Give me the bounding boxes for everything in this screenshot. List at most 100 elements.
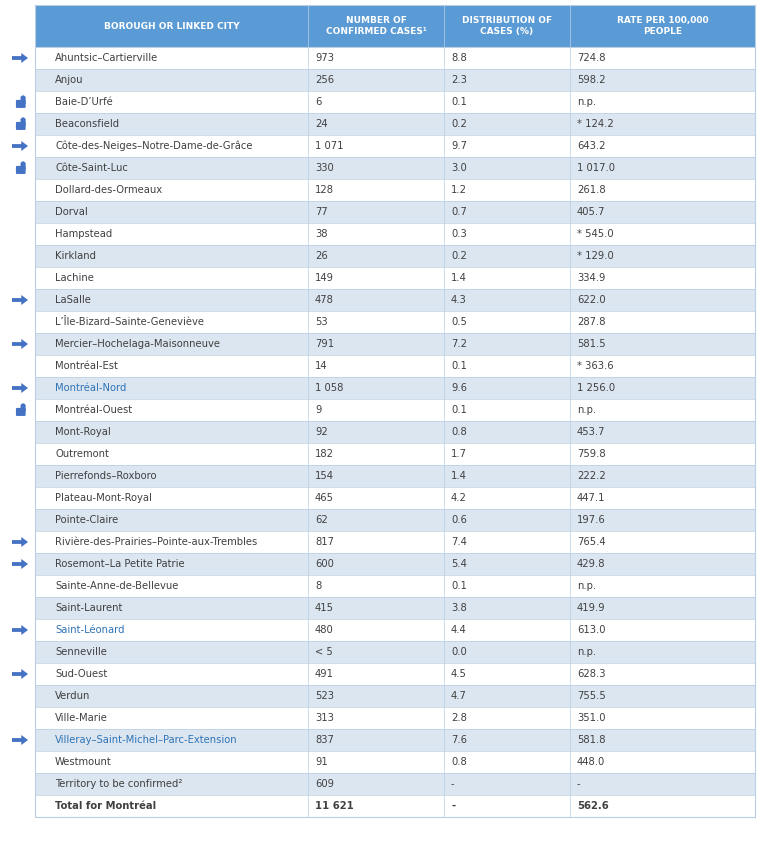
Text: 1.7: 1.7 (451, 449, 467, 459)
Text: NUMBER OF
CONFIRMED CASES¹: NUMBER OF CONFIRMED CASES¹ (326, 16, 426, 36)
Text: 2.3: 2.3 (451, 75, 467, 85)
Bar (35, 333, 755, 355)
Text: 5.4: 5.4 (451, 559, 467, 569)
Bar (35, 245, 755, 267)
Text: LaSalle: LaSalle (55, 295, 91, 305)
Text: 0.0: 0.0 (451, 647, 466, 657)
Text: Verdun: Verdun (55, 691, 91, 701)
Polygon shape (12, 339, 28, 349)
Bar (35, 641, 755, 663)
Text: 2.8: 2.8 (451, 713, 467, 723)
Text: Westmount: Westmount (55, 757, 112, 767)
Text: Saint-Léonard: Saint-Léonard (55, 625, 125, 635)
Bar (35, 47, 755, 69)
Bar (35, 729, 755, 751)
Text: 429.8: 429.8 (577, 559, 606, 569)
Text: 600: 600 (315, 559, 334, 569)
Bar (35, 289, 755, 311)
Text: 182: 182 (315, 449, 334, 459)
Bar (35, 619, 755, 641)
Text: Dollard-des-Ormeaux: Dollard-des-Ormeaux (55, 185, 162, 195)
FancyBboxPatch shape (16, 100, 26, 108)
FancyBboxPatch shape (16, 166, 26, 174)
Text: 313: 313 (315, 713, 334, 723)
Text: n.p.: n.p. (577, 647, 596, 657)
Text: 38: 38 (315, 229, 327, 239)
Text: 581.8: 581.8 (577, 735, 606, 745)
Text: -: - (577, 779, 581, 789)
Text: 415: 415 (315, 603, 334, 613)
Text: Plateau-Mont-Royal: Plateau-Mont-Royal (55, 493, 152, 503)
Polygon shape (12, 53, 28, 63)
Text: Montréal-Ouest: Montréal-Ouest (55, 405, 132, 415)
FancyBboxPatch shape (21, 97, 26, 105)
Text: 4.2: 4.2 (451, 493, 467, 503)
Text: Baie-D’Urfé: Baie-D’Urfé (55, 97, 113, 107)
Text: 0.1: 0.1 (451, 581, 467, 591)
Bar (35, 795, 755, 817)
Text: 256: 256 (315, 75, 334, 85)
Text: 128: 128 (315, 185, 334, 195)
Bar (35, 751, 755, 773)
Text: 447.1: 447.1 (577, 493, 606, 503)
Text: 334.9: 334.9 (577, 273, 605, 283)
Text: * 129.0: * 129.0 (577, 251, 614, 261)
Text: 53: 53 (315, 317, 328, 327)
Polygon shape (12, 383, 28, 393)
Bar (35, 465, 755, 487)
Text: n.p.: n.p. (577, 405, 596, 415)
Text: 4.7: 4.7 (451, 691, 467, 701)
Text: 6: 6 (315, 97, 321, 107)
Text: 609: 609 (315, 779, 334, 789)
Text: Beaconsfield: Beaconsfield (55, 119, 119, 129)
Text: 3.0: 3.0 (451, 163, 466, 173)
Polygon shape (12, 559, 28, 569)
Polygon shape (12, 625, 28, 635)
Bar (35, 311, 755, 333)
Text: 581.5: 581.5 (577, 339, 606, 349)
Text: 448.0: 448.0 (577, 757, 605, 767)
Text: 9.7: 9.7 (451, 141, 467, 151)
Text: Hampstead: Hampstead (55, 229, 113, 239)
Polygon shape (12, 141, 28, 151)
Text: Pointe-Claire: Pointe-Claire (55, 515, 118, 525)
Text: 9.6: 9.6 (451, 383, 467, 393)
Text: * 545.0: * 545.0 (577, 229, 613, 239)
Text: Rosemont–La Petite Patrie: Rosemont–La Petite Patrie (55, 559, 185, 569)
Circle shape (21, 96, 24, 99)
Text: Pierrefonds–Roxboro: Pierrefonds–Roxboro (55, 471, 157, 481)
Text: 0.5: 0.5 (451, 317, 467, 327)
Bar (35, 399, 755, 421)
Text: < 5: < 5 (315, 647, 333, 657)
Text: Territory to be confirmed²: Territory to be confirmed² (55, 779, 183, 789)
Bar (35, 443, 755, 465)
Text: 8: 8 (315, 581, 321, 591)
Text: -: - (451, 801, 455, 811)
Text: Kirkland: Kirkland (55, 251, 96, 261)
Text: 0.7: 0.7 (451, 207, 467, 217)
Text: 24: 24 (315, 119, 328, 129)
Bar (35, 179, 755, 201)
Text: 453.7: 453.7 (577, 427, 606, 437)
Bar (35, 553, 755, 575)
Text: 149: 149 (315, 273, 334, 283)
Bar (35, 377, 755, 399)
Text: 62: 62 (315, 515, 328, 525)
Bar (35, 223, 755, 245)
Text: 622.0: 622.0 (577, 295, 606, 305)
Circle shape (21, 162, 24, 165)
Text: 351.0: 351.0 (577, 713, 606, 723)
Text: 9: 9 (315, 405, 321, 415)
Bar (35, 5, 755, 47)
Text: 261.8: 261.8 (577, 185, 606, 195)
Text: 3.8: 3.8 (451, 603, 466, 613)
Text: Montréal-Nord: Montréal-Nord (55, 383, 126, 393)
Text: 197.6: 197.6 (577, 515, 606, 525)
Text: 7.2: 7.2 (451, 339, 467, 349)
Text: 478: 478 (315, 295, 334, 305)
Text: 405.7: 405.7 (577, 207, 606, 217)
Text: 1 071: 1 071 (315, 141, 343, 151)
Text: Côte-des-Neiges–Notre-Dame-de-Grâce: Côte-des-Neiges–Notre-Dame-de-Grâce (55, 141, 253, 151)
Text: 1 058: 1 058 (315, 383, 343, 393)
Text: Ville-Marie: Ville-Marie (55, 713, 108, 723)
